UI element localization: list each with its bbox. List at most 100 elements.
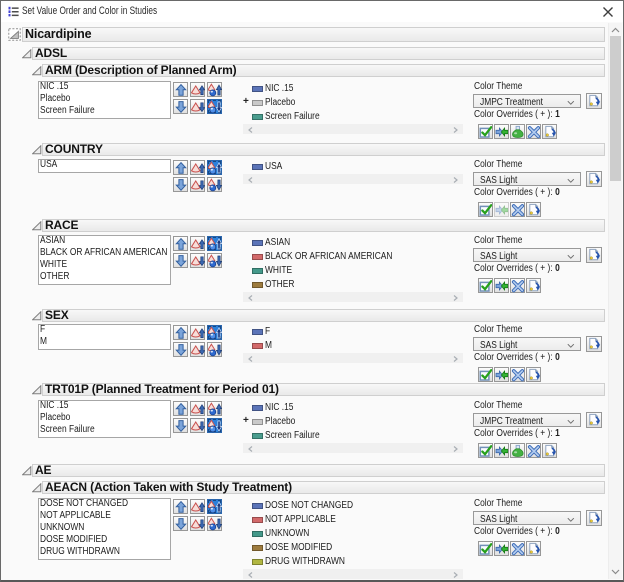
chevron-right-icon[interactable]	[452, 355, 459, 363]
swap-colors-button[interactable]	[494, 278, 509, 293]
move-down-button[interactable]	[173, 516, 188, 531]
move-down-button[interactable]	[173, 342, 188, 357]
legend-color-swatch[interactable]	[252, 163, 263, 170]
move-down-button[interactable]	[173, 177, 188, 192]
move-up-button[interactable]	[173, 82, 188, 97]
legend-color-swatch[interactable]	[252, 544, 263, 551]
legend-color-swatch[interactable]	[252, 530, 263, 537]
outline-band-aeacn[interactable]: AEACN (Action Taken with Study Treatment…	[42, 480, 605, 494]
color-theme-select[interactable]: SAS Light	[473, 172, 581, 186]
move-up-button[interactable]	[173, 236, 188, 251]
sort-by-count-down-button[interactable]	[207, 177, 222, 192]
value-list-country[interactable]: USA	[38, 159, 171, 173]
swap-colors-button[interactable]	[494, 443, 509, 458]
legend-color-swatch[interactable]	[252, 432, 263, 439]
sort-values-up-button[interactable]	[190, 236, 205, 251]
chevron-left-icon[interactable]	[247, 445, 254, 453]
color-theme-select[interactable]: JMPC Treatment	[473, 413, 581, 427]
chevron-down-icon[interactable]	[611, 569, 620, 575]
sort-by-count-up-button[interactable]	[207, 160, 222, 175]
legend-color-swatch[interactable]	[252, 516, 263, 523]
clear-overrides-button[interactable]	[526, 124, 541, 139]
value-list-item[interactable]: Placebo	[40, 412, 71, 423]
sort-values-down-button[interactable]	[190, 516, 205, 531]
value-list-item[interactable]: ASIAN	[40, 235, 66, 246]
move-up-button[interactable]	[173, 325, 188, 340]
swap-colors-button[interactable]	[494, 367, 509, 382]
outline-band-trt01p[interactable]: TRT01P (Planned Treatment for Period 01)	[42, 382, 605, 396]
outline-band-ae[interactable]: AE	[32, 463, 605, 477]
apply-overrides-button[interactable]	[478, 202, 493, 217]
move-up-button[interactable]	[173, 499, 188, 514]
color-theme-select[interactable]: SAS Light	[473, 511, 581, 525]
clear-overrides-button[interactable]	[510, 202, 525, 217]
value-list-item[interactable]: BLACK OR AFRICAN AMERICAN	[40, 247, 168, 258]
sort-by-count-down-button[interactable]	[207, 342, 222, 357]
legend-horizontal-scrollbar[interactable]	[243, 124, 463, 134]
chevron-left-icon[interactable]	[247, 294, 254, 302]
move-down-button[interactable]	[173, 99, 188, 114]
legend-color-swatch[interactable]	[252, 418, 263, 425]
value-list-item[interactable]: M	[40, 336, 48, 347]
chevron-right-icon[interactable]	[452, 176, 459, 184]
chevron-left-icon[interactable]	[247, 126, 254, 134]
legend-color-swatch[interactable]	[252, 253, 263, 260]
outline-band-arm[interactable]: ARM (Description of Planned Arm)	[42, 63, 605, 77]
scrollbar-thumb[interactable]	[610, 36, 621, 181]
legend-color-swatch[interactable]	[252, 85, 263, 92]
legend-horizontal-scrollbar[interactable]	[243, 353, 463, 363]
value-list-item[interactable]: DRUG WITHDRAWN	[40, 546, 120, 557]
chevron-right-icon[interactable]	[452, 294, 459, 302]
disclosure-open-icon[interactable]	[22, 49, 32, 59]
sort-values-up-button[interactable]	[190, 160, 205, 175]
legend-color-swatch[interactable]	[252, 99, 263, 106]
apply-overrides-button[interactable]	[478, 541, 493, 556]
move-up-button[interactable]	[173, 160, 188, 175]
value-list-item[interactable]: OTHER	[40, 271, 70, 282]
outline-band-nicardipine[interactable]: Nicardipine	[22, 27, 605, 42]
sort-by-count-up-button[interactable]	[207, 236, 222, 251]
legend-color-swatch[interactable]	[252, 113, 263, 120]
disclosure-open-icon[interactable]	[32, 66, 42, 76]
legend-color-swatch[interactable]	[252, 267, 263, 274]
edit-color-theme-button[interactable]	[586, 412, 602, 428]
chevron-left-icon[interactable]	[247, 355, 254, 363]
edit-color-theme-button[interactable]	[586, 93, 602, 109]
value-list-item[interactable]: DOSE MODIFIED	[40, 534, 108, 545]
chevron-right-icon[interactable]	[452, 445, 459, 453]
sort-by-count-down-button[interactable]	[207, 99, 222, 114]
swap-colors-button[interactable]	[494, 202, 509, 217]
legend-color-swatch[interactable]	[252, 281, 263, 288]
value-list-item[interactable]: NOT APPLICABLE	[40, 510, 111, 521]
sort-by-count-up-button[interactable]	[207, 325, 222, 340]
swap-colors-button[interactable]	[494, 541, 509, 556]
disclosure-open-icon[interactable]	[32, 311, 42, 321]
chevron-right-icon[interactable]	[452, 571, 459, 579]
apply-overrides-button[interactable]	[478, 443, 493, 458]
value-list-item[interactable]: NIC .15	[40, 400, 69, 411]
clear-overrides-button[interactable]	[510, 367, 525, 382]
legend-color-swatch[interactable]	[252, 342, 263, 349]
sort-by-count-down-button[interactable]	[207, 516, 222, 531]
save-color-theme-button[interactable]	[526, 202, 541, 217]
close-button[interactable]	[601, 5, 615, 19]
value-list-item[interactable]: USA	[40, 159, 58, 170]
move-down-button[interactable]	[173, 418, 188, 433]
color-theme-select[interactable]: JMPC Treatment	[473, 94, 581, 108]
save-color-theme-button[interactable]	[542, 443, 557, 458]
value-list-item[interactable]: Screen Failure	[40, 105, 95, 116]
legend-horizontal-scrollbar[interactable]	[243, 569, 463, 579]
sort-values-up-button[interactable]	[190, 401, 205, 416]
value-list-item[interactable]: Placebo	[40, 93, 71, 104]
legend-color-swatch[interactable]	[252, 558, 263, 565]
apply-overrides-button[interactable]	[478, 124, 493, 139]
value-list-item[interactable]: WHITE	[40, 259, 68, 270]
legend-horizontal-scrollbar[interactable]	[243, 443, 463, 453]
value-list-item[interactable]: UNKNOWN	[40, 522, 85, 533]
outline-band-race[interactable]: RACE	[42, 218, 605, 232]
sort-by-count-down-button[interactable]	[207, 418, 222, 433]
chevron-left-icon[interactable]	[247, 571, 254, 579]
value-list-item[interactable]: DOSE NOT CHANGED	[40, 498, 129, 509]
disclosure-open-icon[interactable]	[22, 466, 32, 476]
